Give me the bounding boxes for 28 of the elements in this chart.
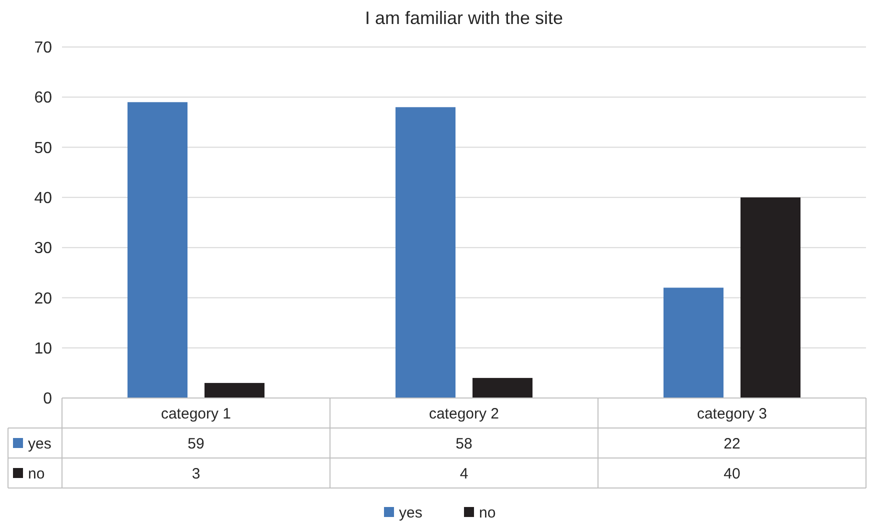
legend-label: yes [28, 435, 52, 452]
text: no [28, 465, 45, 482]
data-label: 40 [724, 465, 740, 482]
data-label: 58 [456, 435, 472, 452]
y-tick-label: 10 [34, 340, 52, 358]
y-tick-label: 20 [34, 290, 52, 308]
data-label: 22 [724, 435, 740, 452]
x-tick-label: category 1 [160, 405, 232, 422]
y-tick-label: 30 [34, 240, 52, 258]
bar [740, 197, 800, 398]
x-tick-label: category 2 [428, 405, 500, 422]
bar [472, 378, 532, 398]
data-label: 4 [460, 465, 468, 482]
bar [664, 288, 724, 398]
bar [396, 107, 456, 398]
y-tick-label: 0 [43, 390, 52, 408]
data-label: 3 [192, 465, 200, 482]
y-tick-label: 60 [34, 90, 52, 107]
chart-title: I am familiar with the site [364, 8, 564, 28]
text: yes [399, 504, 422, 522]
data-label: 59 [188, 435, 204, 452]
y-tick-label: 50 [34, 140, 52, 157]
y-tick-label: 40 [34, 190, 52, 208]
y-tick-label: 70 [34, 40, 52, 57]
bar [204, 382, 264, 398]
x-tick-label: category 3 [696, 405, 768, 422]
bar [128, 102, 188, 398]
legend-label: no [479, 504, 496, 522]
